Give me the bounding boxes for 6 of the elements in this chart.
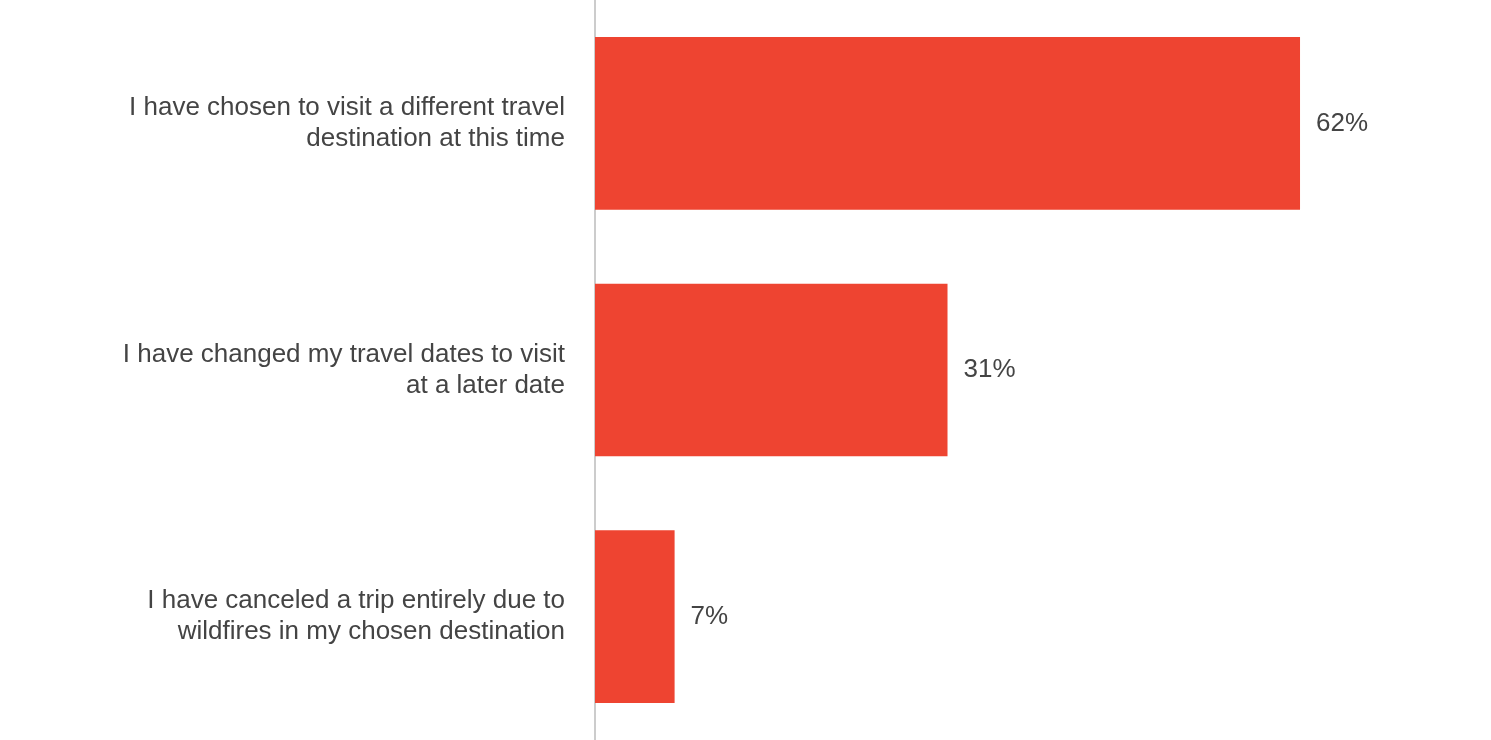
y-tick-label: I have chosen to visit a different travel destination at this time — [129, 90, 565, 153]
y-tick-label: I have changed my travel dates to visit at a later date — [122, 337, 566, 399]
data-label: 62% — [1316, 106, 1369, 137]
data-label: 7% — [690, 599, 729, 630]
y-tick-label: I have canceled a trip entirely due to wildfires in my chosen destination — [147, 584, 565, 646]
data-label: 31% — [963, 353, 1016, 384]
